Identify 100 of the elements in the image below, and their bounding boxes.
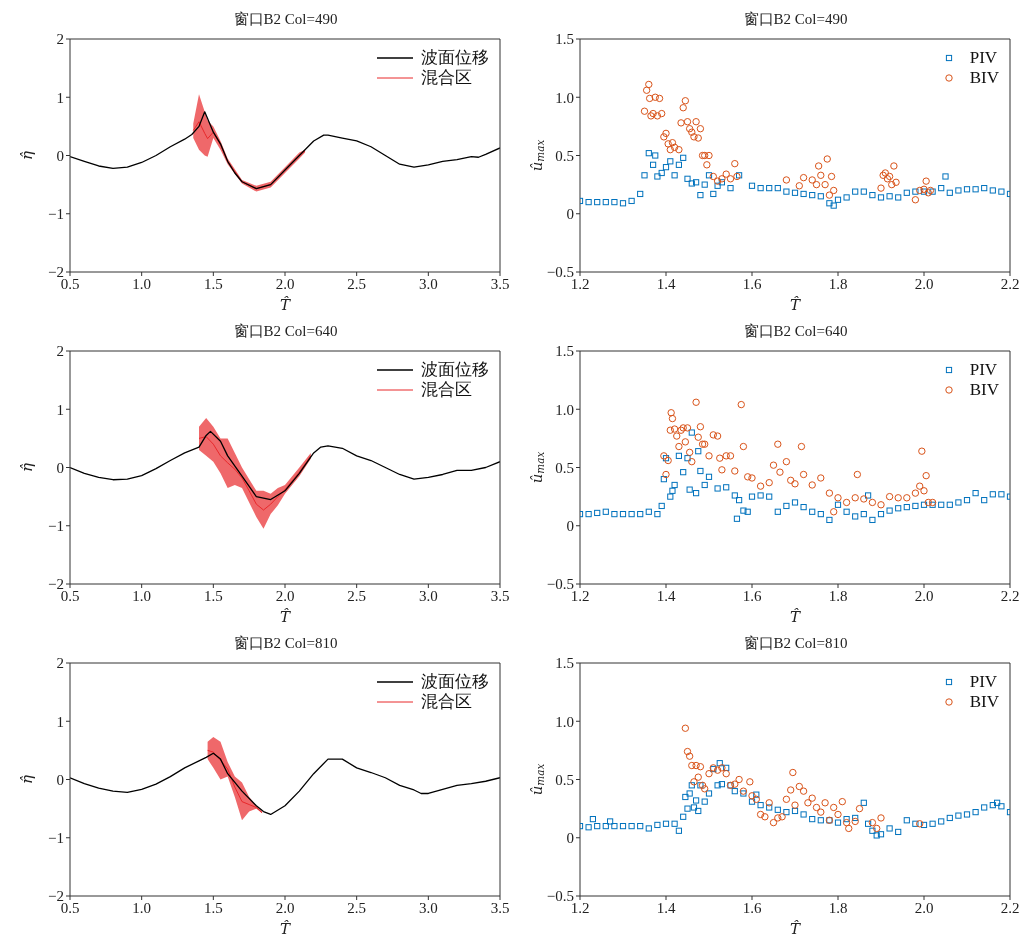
- point: [701, 785, 709, 793]
- point: [855, 804, 864, 813]
- point: [735, 775, 743, 784]
- y-tick-label: −0.5: [546, 264, 574, 281]
- point: [746, 778, 754, 786]
- y-tick-label: −1: [48, 518, 64, 535]
- x-tick-label: 1.8: [828, 899, 848, 916]
- x-tick-label: 3.0: [418, 587, 438, 604]
- x-axis-title: T̂: [789, 296, 801, 314]
- y-tick-label: −2: [48, 264, 64, 281]
- point: [787, 786, 795, 794]
- y-tick-label: 0: [56, 147, 64, 164]
- point: [694, 773, 702, 781]
- point: [834, 810, 842, 819]
- x-tick-label: 1.5: [203, 587, 223, 604]
- point: [789, 768, 797, 777]
- chart-title: 窗口B2 Col=490: [742, 10, 849, 29]
- chart-title: 窗口B2 Col=810: [742, 634, 849, 653]
- legend-label: 波面位移: [421, 48, 489, 68]
- point: [683, 747, 692, 756]
- point: [685, 752, 694, 760]
- point: [791, 801, 799, 809]
- legend-label: 波面位移: [421, 360, 489, 380]
- y-tick-label: 1.0: [555, 401, 574, 418]
- line-series: [70, 430, 500, 501]
- point: [769, 818, 778, 827]
- y-tick-label: 1.5: [555, 655, 574, 672]
- point: [851, 817, 859, 826]
- point: [868, 818, 877, 827]
- x-tick-label: 1.8: [828, 275, 848, 292]
- y-tick-label: 0: [56, 771, 64, 788]
- point: [752, 795, 760, 804]
- x-tick-label: 3.0: [418, 899, 438, 916]
- point: [748, 792, 756, 800]
- point: [718, 764, 726, 772]
- chart-title: 窗口B2 Col=490: [232, 10, 339, 29]
- x-axis-title: T̂: [279, 608, 291, 626]
- x-tick-label: 1.0: [132, 275, 152, 292]
- y-tick-label: −1: [48, 206, 64, 223]
- x-tick-label: 2.5: [347, 275, 367, 292]
- x-tick-label: 3.5: [490, 275, 510, 292]
- x-tick-label: 2.0: [275, 587, 295, 604]
- legend-label: PIV: [969, 360, 998, 380]
- y-tick-label: 0: [566, 206, 574, 223]
- y-tick-label: 2: [56, 31, 64, 48]
- x-axis-title: T̂: [279, 296, 291, 314]
- legend-label: PIV: [969, 672, 998, 692]
- x-axis-title: T̂: [789, 608, 801, 626]
- point: [782, 795, 791, 804]
- y-tick-label: −0.5: [546, 576, 574, 593]
- y-axis-title: η̂: [18, 463, 36, 472]
- y-tick-label: 0: [56, 459, 64, 476]
- y-tick-label: 1: [56, 401, 64, 418]
- point: [774, 814, 782, 822]
- chart-title: 窗口B2 Col=640: [742, 322, 849, 341]
- point: [681, 724, 690, 732]
- y-tick-label: −1: [48, 830, 64, 847]
- point: [795, 782, 803, 791]
- chart-title: 窗口B2 Col=640: [232, 322, 339, 341]
- y-tick-label: −2: [48, 888, 64, 905]
- point: [705, 769, 713, 778]
- y-tick-label: 0: [566, 518, 574, 535]
- y-tick-label: 2: [56, 343, 64, 360]
- point: [799, 787, 808, 795]
- x-tick-label: 2.5: [347, 899, 367, 916]
- y-tick-label: 0.5: [555, 459, 574, 476]
- point: [812, 803, 821, 812]
- legend-label: 波面位移: [421, 672, 489, 692]
- x-tick-label: 2.0: [275, 899, 295, 916]
- y-axis-title: η̂: [18, 151, 36, 160]
- x-tick-label: 1.6: [742, 587, 762, 604]
- x-tick-label: 2.2: [1000, 899, 1020, 916]
- point: [804, 799, 812, 807]
- x-tick-label: 3.5: [490, 899, 510, 916]
- point: [842, 818, 851, 827]
- legend-label: BIV: [969, 68, 999, 88]
- x-axis-title: T̂: [789, 920, 801, 938]
- x-tick-label: 2.0: [914, 899, 934, 916]
- point: [821, 799, 829, 807]
- y-tick-label: 0: [566, 830, 574, 847]
- x-tick-label: 1.5: [203, 275, 223, 292]
- point: [761, 813, 769, 821]
- x-tick-label: 2.2: [1000, 587, 1020, 604]
- y-tick-label: 1.0: [555, 89, 574, 106]
- y-tick-label: 1.5: [555, 343, 574, 360]
- point: [722, 769, 730, 778]
- point: [690, 778, 698, 786]
- point: [731, 780, 739, 788]
- chart-title: 窗口B2 Col=810: [232, 634, 339, 653]
- legend-label: BIV: [969, 380, 999, 400]
- x-tick-label: 2.2: [1000, 275, 1020, 292]
- legend-label: BIV: [969, 692, 999, 712]
- x-tick-label: 2.0: [275, 275, 295, 292]
- point: [845, 824, 853, 833]
- y-tick-label: 1.5: [555, 31, 574, 48]
- x-tick-label: 2.0: [914, 275, 934, 292]
- y-tick-label: 1: [56, 89, 64, 106]
- legend-label: PIV: [969, 48, 998, 68]
- point: [873, 824, 881, 833]
- line-series: [70, 752, 500, 816]
